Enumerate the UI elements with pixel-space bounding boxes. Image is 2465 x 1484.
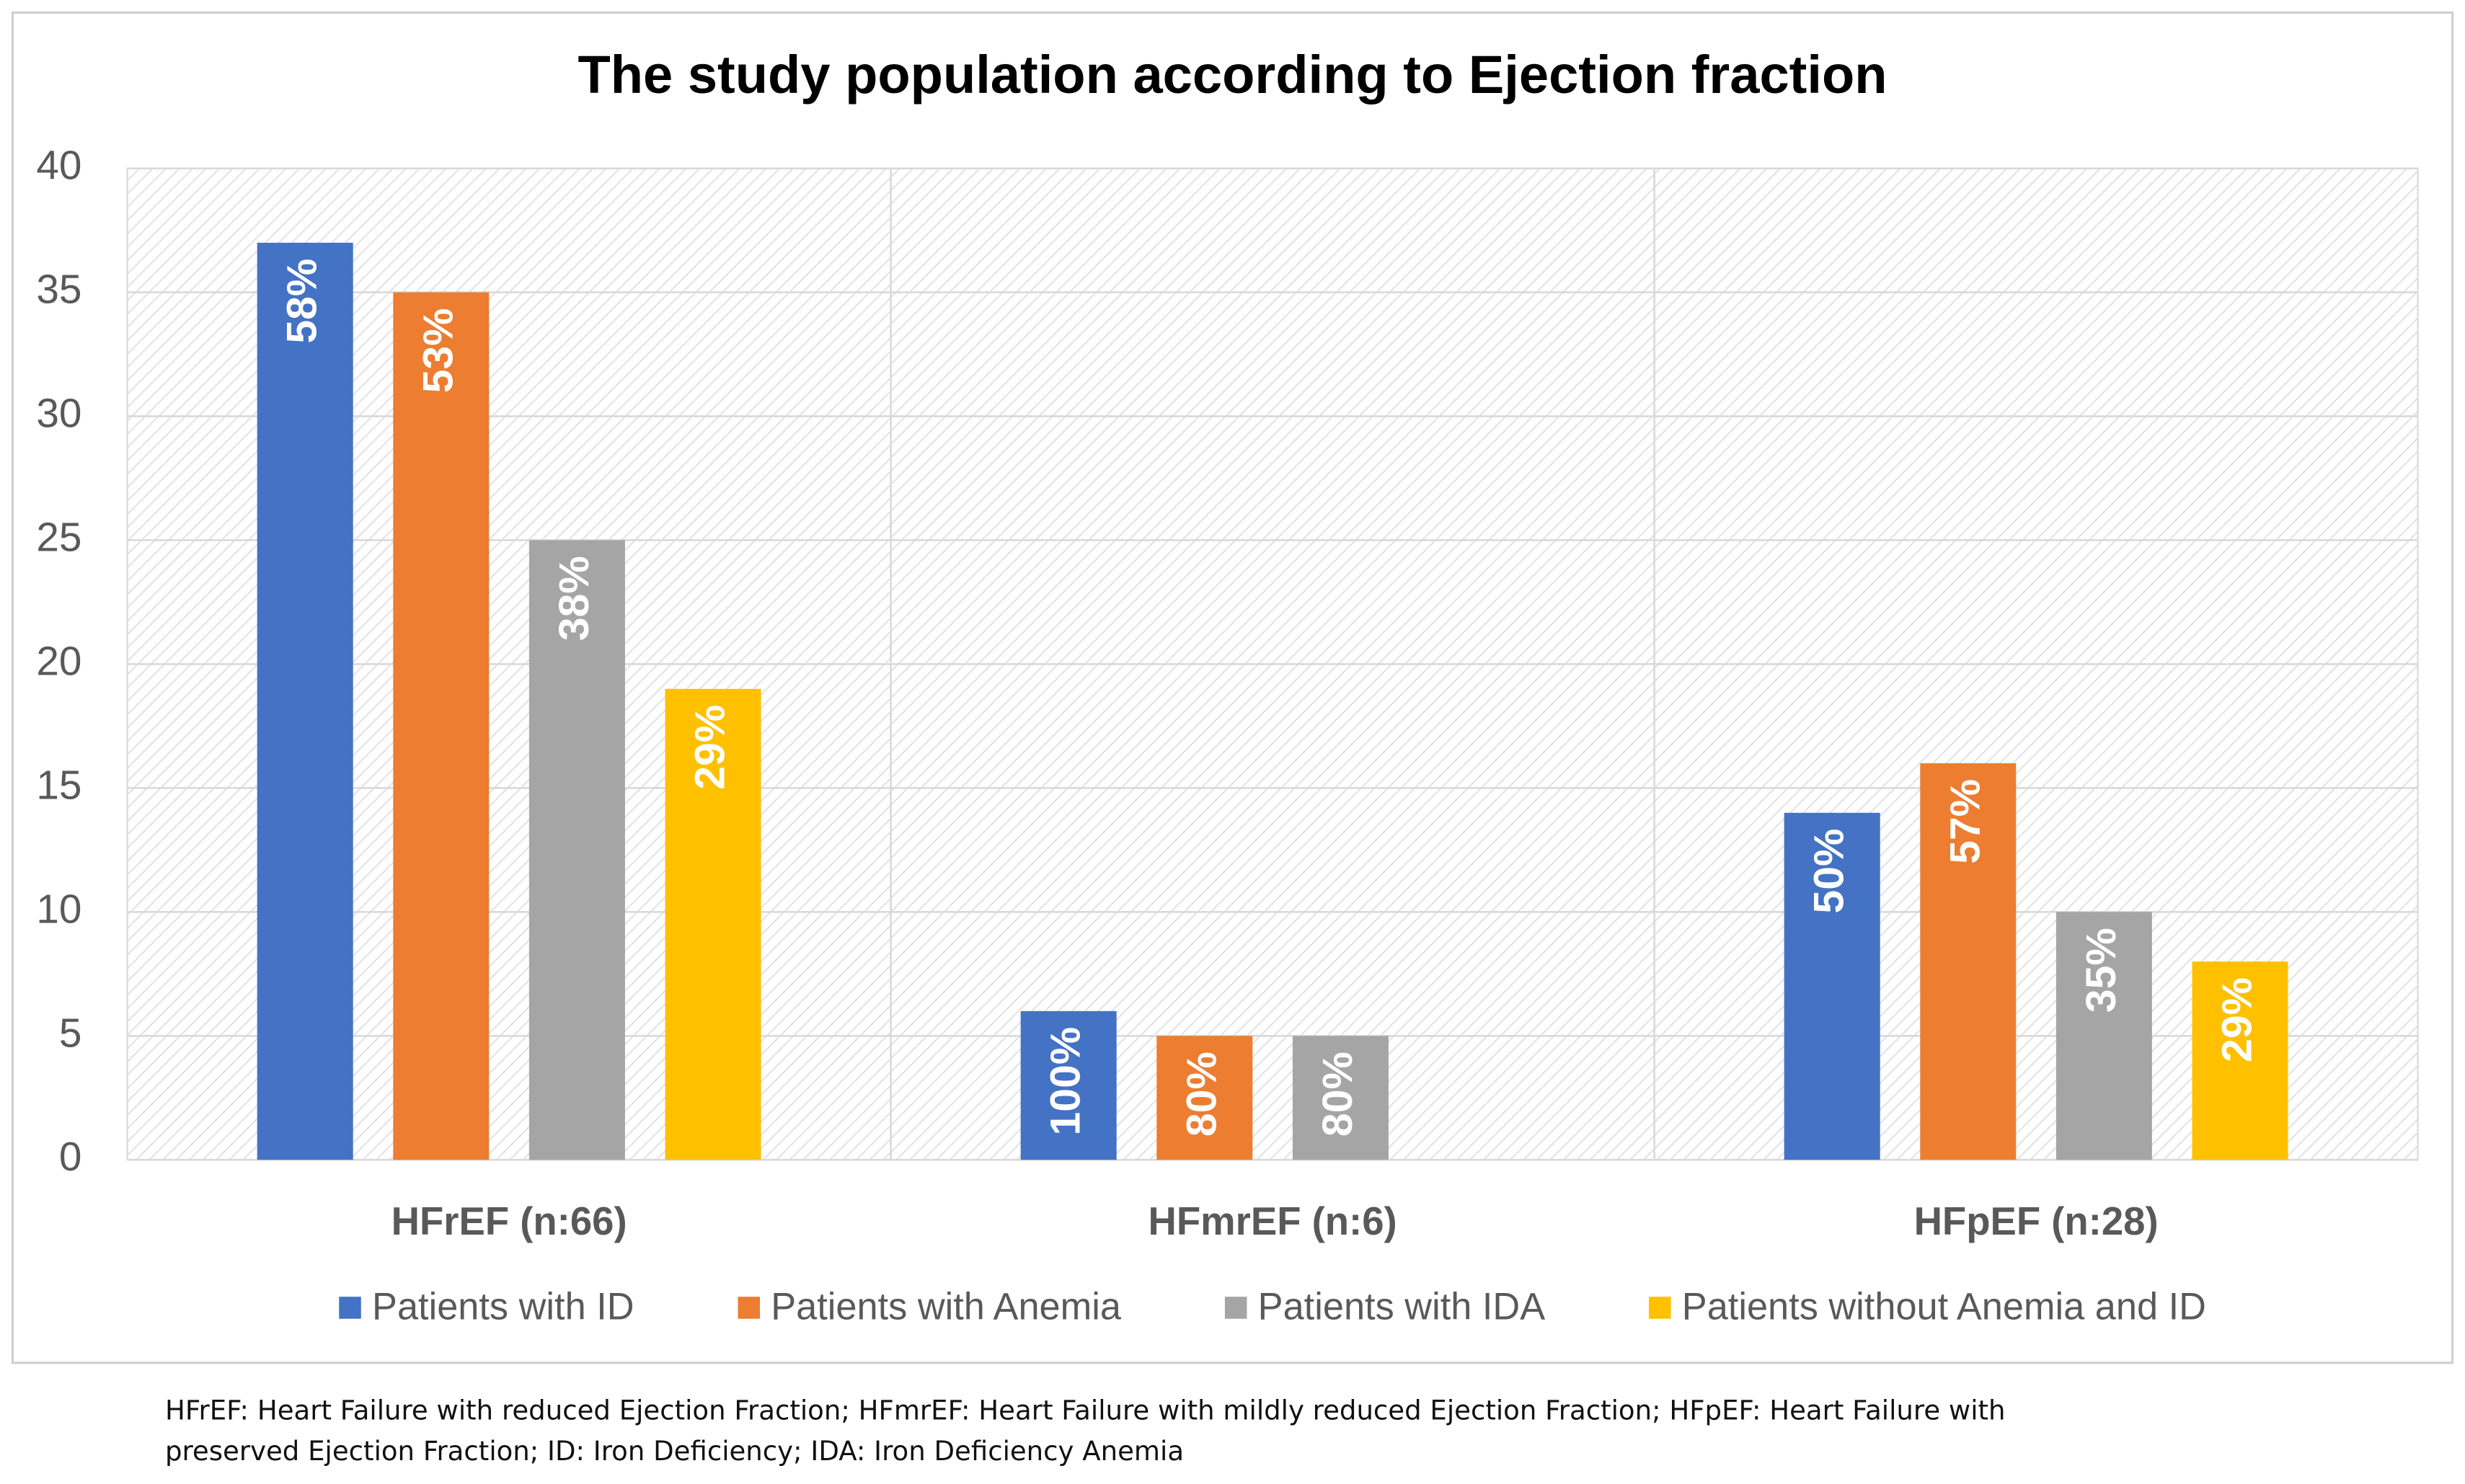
y-tick-label: 25 [36,515,81,560]
y-tick-label: 10 [36,887,81,932]
data-label: 80% [1314,1052,1361,1137]
footnote-box: HFrEF: Heart Failure with reduced Ejecti… [164,1395,2006,1469]
legend-label: Patients without Anemia and ID [1682,1286,2206,1328]
legend-label: Patients with IDA [1258,1286,1545,1328]
data-label: 35% [2078,928,2125,1013]
bar [393,292,490,1160]
data-label: 50% [1806,829,1853,914]
y-tick-label: 20 [36,639,81,684]
bar [2055,912,2152,1160]
bar [1292,1036,1389,1160]
legend-swatch [339,1297,361,1319]
y-tick-label: 15 [36,763,81,808]
data-label: 57% [1942,779,1988,864]
legend-swatch [1224,1297,1247,1319]
y-tick-label: 0 [59,1134,82,1180]
data-label: 100% [1043,1027,1089,1136]
legend-swatch [1649,1297,1671,1319]
bar [1156,1036,1253,1160]
data-label: 80% [1178,1052,1225,1137]
x-tick-label: HFrEF (n:66) [391,1199,627,1243]
bar [665,688,761,1160]
x-tick-label: HFpEF (n:28) [1914,1199,2159,1243]
y-tick-label: 30 [36,391,81,436]
bar [257,242,353,1160]
data-label: 58% [279,259,326,344]
data-label: 29% [2214,977,2261,1062]
data-label: 53% [415,308,461,393]
y-tick-label: 40 [36,143,81,189]
data-label: 38% [551,556,598,641]
legend-label: Patients with Anemia [771,1286,1122,1328]
legend: Patients with ID Patients with Anemia Pati… [339,1286,2206,1328]
y-tick-label: 5 [59,1010,82,1056]
y-tick-label: 35 [36,267,81,313]
bar [1920,763,2017,1160]
x-tick-label: HFmrEF (n:6) [1149,1199,1397,1243]
bar [1784,812,1880,1160]
legend-swatch [738,1297,761,1319]
bar [528,540,625,1160]
bar [2192,961,2288,1160]
legend-label: Patients with ID [372,1286,634,1328]
data-label: 29% [687,705,734,790]
bar [1020,1010,1117,1160]
footnote: HFrEF: Heart Failure with reduced Ejecti… [164,1395,2006,1469]
chart-title: The study population according to Ejecti… [577,45,1887,105]
